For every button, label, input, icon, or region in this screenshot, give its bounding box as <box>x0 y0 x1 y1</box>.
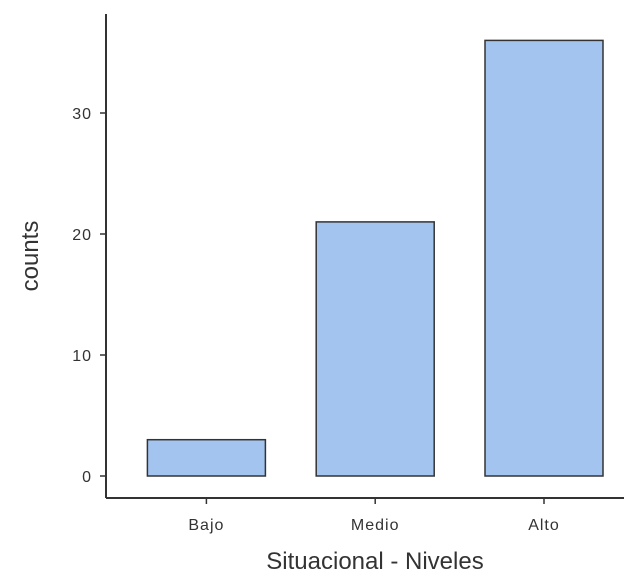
bar-alto <box>484 39 604 477</box>
bar-bajo <box>146 438 267 477</box>
y-tick-label: 10 <box>72 348 92 365</box>
y-axis-ticks: 0 10 20 30 <box>72 106 106 486</box>
x-tick-label: Bajo <box>188 517 224 534</box>
x-axis-title: Situacional - Niveles <box>266 548 483 575</box>
bar-medio <box>315 221 435 477</box>
y-tick-label: 0 <box>82 469 92 486</box>
y-tick-label: 30 <box>72 106 92 123</box>
x-axis-ticks: Bajo Medio Alto <box>188 498 559 534</box>
x-tick-label: Medio <box>351 517 400 534</box>
x-tick-label: Alto <box>528 517 560 534</box>
y-axis-title: counts <box>17 221 44 292</box>
y-tick-label: 20 <box>72 227 92 244</box>
bars-group <box>146 39 604 477</box>
